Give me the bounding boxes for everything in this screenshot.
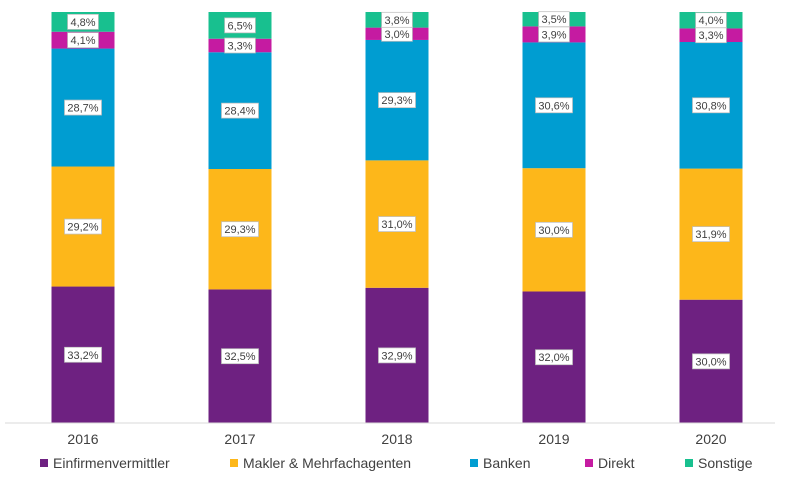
legend-label: Makler & Mehrfachagenten: [243, 455, 412, 471]
legend-swatch: [470, 459, 478, 467]
data-label: 32,9%: [378, 347, 416, 364]
x-tick-label: 2020: [695, 431, 726, 447]
data-label: 29,3%: [378, 92, 416, 109]
legend-swatch: [230, 459, 238, 467]
legend-swatch: [585, 459, 593, 467]
data-label: 3,9%: [538, 26, 570, 43]
data-label-box: [692, 97, 730, 114]
x-tick-label: 2016: [67, 431, 98, 447]
data-label-text: 3,8%: [384, 15, 409, 27]
data-label-text: 29,3%: [224, 224, 255, 236]
legend-item: Makler & Mehrfachagenten: [230, 455, 411, 471]
legend-item: Einfirmenvermittler: [40, 455, 170, 471]
stacked-bar-chart: 33,2% 29,2% 28,7% 4,1% 4,8% 32,5% 29,3% 28,4% 3,…: [5, 11, 775, 447]
legend-label: Sonstige: [698, 455, 753, 471]
data-label: 28,7%: [64, 99, 102, 116]
data-label-text: 4,8%: [70, 17, 95, 29]
data-label-text: 32,9%: [381, 350, 412, 362]
data-label-box: [67, 13, 99, 30]
legend-label: Banken: [483, 455, 531, 471]
legend-item: Sonstige: [685, 455, 752, 471]
data-label: 30,0%: [535, 221, 573, 238]
data-label-text: 32,5%: [224, 351, 255, 363]
data-label-box: [64, 99, 102, 116]
data-label-box: [695, 12, 727, 29]
data-label: 32,0%: [535, 349, 573, 366]
legend-swatch: [40, 459, 48, 467]
data-label-box: [692, 226, 730, 243]
data-label-text: 31,0%: [381, 219, 412, 231]
data-label: 32,5%: [221, 348, 259, 365]
data-label-text: 4,0%: [698, 15, 723, 27]
data-label-text: 29,3%: [381, 95, 412, 107]
data-label-text: 31,9%: [695, 229, 726, 241]
data-label: 4,1%: [67, 32, 99, 49]
data-label-text: 3,3%: [227, 40, 252, 52]
data-label: 3,3%: [695, 27, 727, 44]
data-label: 3,5%: [538, 11, 570, 28]
data-label-text: 3,0%: [384, 29, 409, 41]
data-label: 30,0%: [692, 353, 730, 370]
x-axis-ticks: 2016 2017 2018 2019 2020: [67, 431, 726, 447]
data-label: 28,4%: [221, 102, 259, 119]
data-label-text: 30,0%: [695, 356, 726, 368]
data-label-box: [224, 37, 256, 54]
data-label-box: [538, 11, 570, 28]
data-label: 4,8%: [67, 13, 99, 30]
data-label: 6,5%: [224, 17, 256, 34]
data-label-box: [64, 218, 102, 235]
data-label-box: [67, 32, 99, 49]
data-label: 3,8%: [381, 11, 413, 28]
data-label: 29,2%: [64, 218, 102, 235]
data-label-text: 4,1%: [70, 35, 95, 47]
data-label-text: 30,0%: [538, 225, 569, 237]
data-label-text: 28,7%: [67, 103, 98, 115]
data-label-text: 29,2%: [67, 222, 98, 234]
data-label: 33,2%: [64, 346, 102, 363]
data-label-box: [381, 11, 413, 28]
data-label-text: 33,2%: [67, 350, 98, 362]
data-label-text: 6,5%: [227, 20, 252, 32]
data-label: 30,6%: [535, 97, 573, 114]
data-label-text: 28,4%: [224, 106, 255, 118]
x-tick-label: 2019: [538, 431, 569, 447]
data-label-box: [64, 346, 102, 363]
data-label-box: [535, 221, 573, 238]
legend-item: Banken: [470, 455, 530, 471]
legend: Einfirmenvermittler Makler & Mehrfachagen…: [0, 455, 800, 475]
data-label-text: 3,5%: [541, 14, 566, 26]
data-label: 29,3%: [221, 221, 259, 238]
data-label-box: [221, 348, 259, 365]
data-label-text: 3,9%: [541, 29, 566, 41]
data-label-box: [535, 349, 573, 366]
data-label-box: [221, 221, 259, 238]
x-tick-label: 2017: [224, 431, 255, 447]
data-label: 4,0%: [695, 12, 727, 29]
legend-label: Einfirmenvermittler: [53, 455, 170, 471]
data-label: 31,9%: [692, 226, 730, 243]
data-label: 3,3%: [224, 37, 256, 54]
data-label-box: [535, 97, 573, 114]
data-label-box: [692, 353, 730, 370]
data-label-text: 30,8%: [695, 100, 726, 112]
data-label-box: [378, 216, 416, 232]
data-label-box: [378, 92, 416, 109]
data-label-text: 30,6%: [538, 100, 569, 112]
x-tick-label: 2018: [381, 431, 412, 447]
data-label-box: [224, 17, 256, 34]
data-label: 31,0%: [378, 216, 416, 232]
legend-swatch: [685, 459, 693, 467]
data-label-box: [378, 347, 416, 364]
data-label-box: [221, 102, 259, 119]
data-label-text: 3,3%: [698, 30, 723, 42]
data-labels-layer: 33,2% 29,2% 28,7% 4,1% 4,8% 32,5% 29,3% 28,4% 3,…: [64, 11, 730, 370]
data-label: 3,0%: [381, 25, 413, 42]
legend-item: Direkt: [585, 455, 635, 471]
data-label: 30,8%: [692, 97, 730, 114]
legend-label: Direkt: [598, 455, 635, 471]
data-label-text: 32,0%: [538, 352, 569, 364]
